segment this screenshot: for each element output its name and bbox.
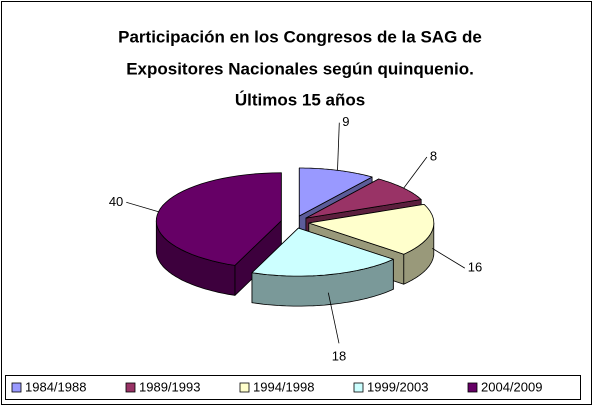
data-label: 9 [342,114,349,129]
legend-label: 2004/2009 [481,379,542,394]
legend-label: 1984/1988 [25,379,86,394]
legend-swatch [239,382,250,393]
data-label: 40 [109,194,123,209]
legend-box [5,375,581,400]
slice [308,203,435,255]
legend-swatch [353,382,364,393]
legend-swatch [11,382,22,393]
legend-label: 1994/1998 [253,379,314,394]
chart-title: Últimos 15 años [235,90,365,109]
chart-title: Expositores Nacionales según quinquenio. [126,59,474,78]
leader-line [337,122,340,171]
legend-swatch [125,382,136,393]
legend-swatch [467,382,478,393]
leader-line [126,201,159,213]
data-label: 8 [430,148,437,163]
legend-label: 1999/2003 [367,379,428,394]
leader-line [403,156,428,189]
leader-line [327,292,340,344]
chart-border [1,1,592,405]
data-label: 18 [332,349,346,364]
data-label: 16 [468,260,482,275]
legend-label: 1989/1993 [139,379,200,394]
chart-title: Participación en los Congresos de la SAG… [118,27,482,46]
leader-line [432,248,466,269]
slice [251,227,394,277]
